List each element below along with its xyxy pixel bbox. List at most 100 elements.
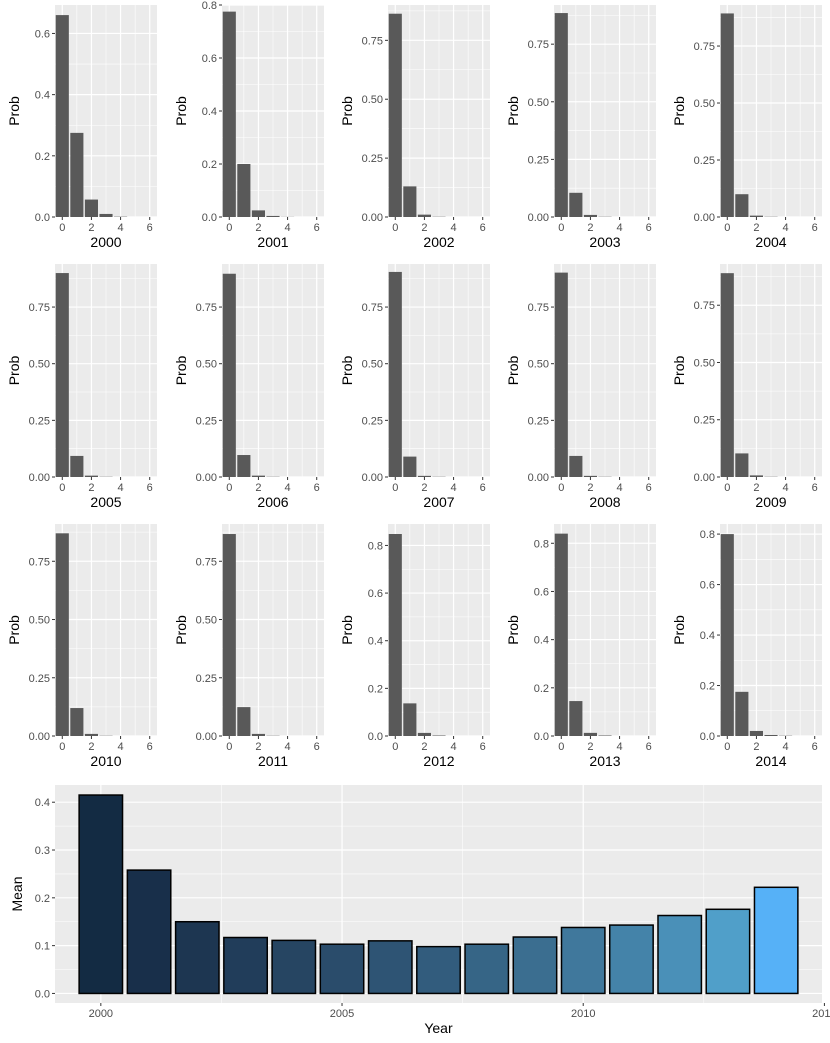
x-tick-label: 4 — [783, 741, 789, 753]
bar-2 — [584, 215, 597, 217]
y-tick-label: 0.25 — [196, 673, 217, 685]
x-tick-label: 6 — [314, 741, 320, 753]
x-tick-label: 4 — [118, 741, 124, 753]
x-tick-label: 6 — [147, 222, 153, 234]
y-tick-label: 0.8 — [202, 0, 217, 12]
bar-2 — [418, 733, 431, 736]
bar-0 — [56, 15, 69, 217]
y-tick-label: 0.50 — [528, 359, 549, 371]
y-tick-label: 0.25 — [528, 415, 549, 427]
x-tick-label: 0 — [558, 222, 564, 234]
bar-2000 — [79, 795, 122, 993]
x-tick-label: 4 — [617, 741, 623, 753]
x-tick-label: 2 — [753, 741, 759, 753]
bar-2009 — [513, 937, 556, 993]
x-tick-label: 4 — [783, 222, 789, 234]
x-tick-label: 2010 — [571, 1008, 595, 1020]
y-tick-label: 0.25 — [196, 415, 217, 427]
bar-2 — [252, 210, 265, 217]
x-tick-label: 4 — [118, 482, 124, 494]
x-tick-label: 2 — [255, 482, 261, 494]
bar-2 — [584, 733, 597, 736]
x-tick-label: 0 — [226, 482, 232, 494]
bar-2 — [252, 734, 265, 736]
x-tick-label: 0 — [392, 741, 398, 753]
x-tick-label: 0 — [392, 222, 398, 234]
x-tick-label: 0 — [558, 482, 564, 494]
y-axis-title: Mean — [9, 876, 25, 911]
y-tick-label: 0.50 — [29, 615, 50, 627]
y-tick-label: 0.50 — [196, 615, 217, 627]
y-tick-label: 0.75 — [196, 556, 217, 568]
x-tick-label: 2 — [587, 482, 593, 494]
y-tick-label: 0.8 — [700, 529, 715, 541]
x-axis-title: 2005 — [90, 494, 121, 510]
x-tick-label: 2 — [421, 741, 427, 753]
y-tick-label: 0.0 — [368, 731, 383, 743]
bar-0 — [223, 534, 236, 736]
bar-2 — [85, 200, 98, 217]
x-tick-label: 6 — [480, 222, 486, 234]
y-tick-label: 0.3 — [35, 845, 50, 857]
y-tick-label: 0.25 — [29, 673, 50, 685]
x-tick-label: 4 — [451, 222, 457, 234]
x-tick-label: 4 — [783, 482, 789, 494]
x-tick-label: 4 — [118, 222, 124, 234]
y-axis-title: Prob — [671, 96, 687, 126]
x-tick-label: 6 — [812, 482, 818, 494]
y-tick-label: 0.8 — [534, 538, 549, 550]
y-tick-label: 0.75 — [196, 302, 217, 314]
x-axis-title: 2009 — [755, 494, 786, 510]
y-tick-label: 0.00 — [362, 472, 383, 484]
x-tick-label: 0 — [59, 222, 65, 234]
y-tick-label: 0.8 — [368, 540, 383, 552]
x-tick-label: 4 — [617, 222, 623, 234]
bar-0 — [555, 13, 568, 217]
x-axis-title: 2014 — [755, 753, 786, 769]
bar-2010 — [562, 927, 605, 993]
y-tick-label: 0.00 — [29, 472, 50, 484]
y-tick-label: 0.00 — [196, 731, 217, 743]
y-tick-label: 0.6 — [368, 588, 383, 600]
y-tick-label: 0.00 — [694, 212, 715, 224]
y-axis-title: Prob — [6, 356, 22, 386]
bar-2014 — [754, 887, 797, 993]
x-axis-title: 2006 — [257, 494, 288, 510]
x-tick-label: 6 — [646, 482, 652, 494]
bar-1 — [237, 455, 250, 477]
y-tick-label: 0.00 — [362, 212, 383, 224]
bar-1 — [569, 193, 582, 217]
y-axis-title: Prob — [671, 615, 687, 645]
x-axis-title: 2012 — [423, 753, 454, 769]
y-tick-label: 0.50 — [362, 94, 383, 106]
x-tick-label: 6 — [480, 741, 486, 753]
bar-1 — [735, 692, 748, 736]
x-axis-title: 2008 — [589, 494, 620, 510]
y-axis-title: Prob — [505, 356, 521, 386]
bar-3 — [266, 216, 279, 217]
y-tick-label: 0.50 — [29, 359, 50, 371]
x-tick-label: 2 — [587, 222, 593, 234]
chart-15: 0.00.10.20.30.42000200520102015YearMean — [9, 785, 830, 1036]
bar-0 — [389, 534, 402, 736]
y-tick-label: 0.4 — [35, 90, 50, 102]
bar-2013 — [706, 909, 749, 993]
bar-2 — [584, 476, 597, 477]
x-tick-label: 0 — [724, 222, 730, 234]
y-tick-label: 0.75 — [362, 35, 383, 47]
y-tick-label: 0.50 — [694, 98, 715, 110]
x-tick-label: 6 — [646, 741, 652, 753]
y-tick-label: 0.2 — [35, 893, 50, 905]
bar-0 — [56, 533, 69, 736]
y-tick-label: 0.75 — [362, 302, 383, 314]
y-tick-label: 0.4 — [35, 797, 50, 809]
y-axis-title: Prob — [173, 615, 189, 645]
bar-2002 — [176, 922, 219, 994]
x-tick-label: 6 — [480, 482, 486, 494]
bar-2 — [750, 475, 763, 477]
bar-0 — [389, 14, 402, 217]
y-tick-label: 0.2 — [202, 159, 217, 171]
y-tick-label: 0.00 — [528, 212, 549, 224]
